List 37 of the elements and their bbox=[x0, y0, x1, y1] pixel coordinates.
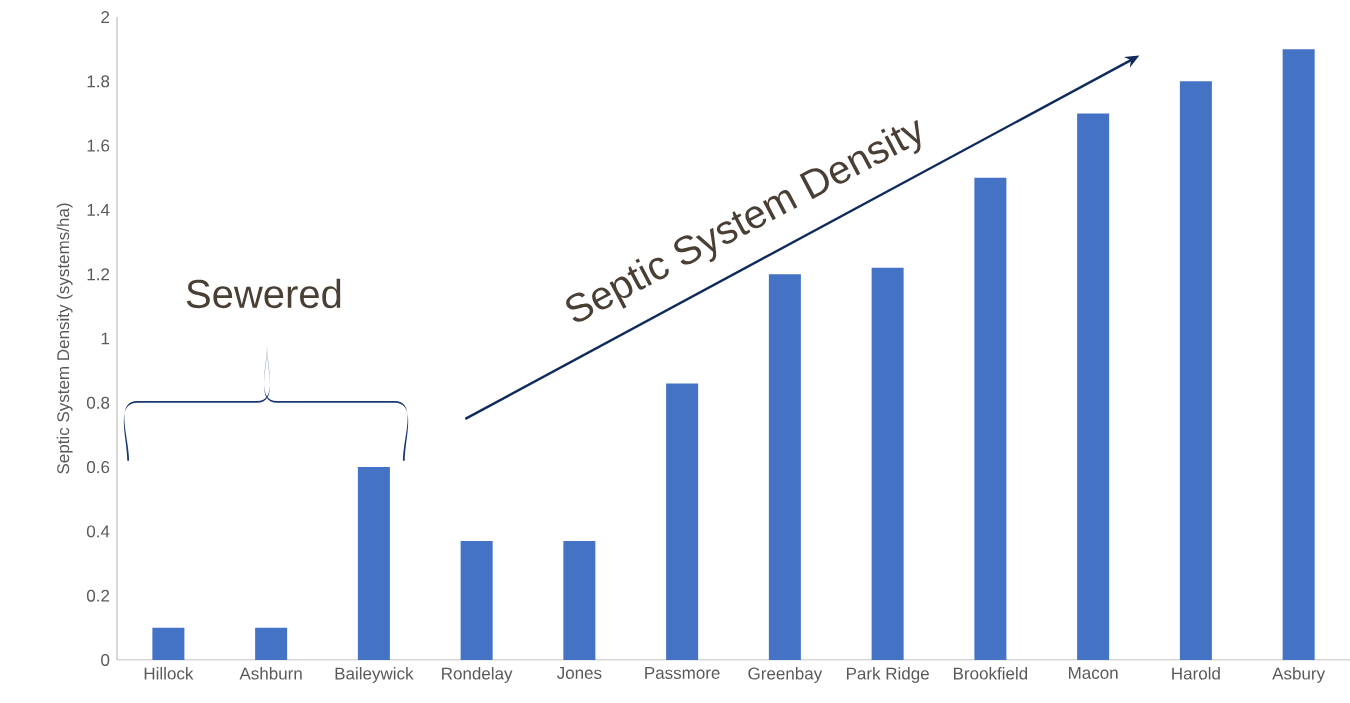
y-tick-label: 1.8 bbox=[87, 75, 110, 88]
y-tick-label: 0.8 bbox=[86, 396, 110, 409]
y-tick-label: 1 bbox=[101, 332, 110, 345]
y-tick-label: 1.4 bbox=[87, 204, 110, 216]
x-tick-label: Passmore bbox=[645, 667, 720, 679]
y-tick-label: 0.6 bbox=[86, 461, 110, 474]
bar bbox=[563, 541, 596, 660]
bar bbox=[768, 274, 801, 660]
x-tick-label: Rondelay bbox=[442, 667, 513, 683]
y-tick-label: 1.2 bbox=[87, 268, 110, 281]
bar bbox=[460, 541, 493, 660]
bar bbox=[1179, 81, 1212, 660]
x-tick-label: Baileywick bbox=[335, 667, 414, 683]
x-tick-label: Greenbay bbox=[748, 667, 823, 683]
x-tick-label: Brookfield bbox=[953, 667, 1028, 680]
bar bbox=[871, 267, 904, 660]
bar bbox=[255, 627, 288, 660]
x-tick-label: Jones bbox=[556, 667, 602, 679]
x-tick-label: Ashburn bbox=[239, 667, 302, 680]
x-tick-label: Park Ridge bbox=[846, 667, 929, 683]
y-tick-label: 1.6 bbox=[87, 139, 110, 152]
bar bbox=[1282, 49, 1315, 660]
x-tick-label: Asbury bbox=[1272, 667, 1326, 683]
bar bbox=[1077, 113, 1110, 660]
y-tick-label: 0.4 bbox=[86, 525, 110, 538]
x-tick-label: Macon bbox=[1069, 667, 1118, 679]
x-tick-label: Hillock bbox=[144, 667, 194, 680]
bar bbox=[152, 627, 185, 660]
y-tick-label: 0 bbox=[101, 653, 110, 667]
y-tick-label: 2 bbox=[101, 11, 110, 23]
y-axis-title: Septic System Density (systems/ha) bbox=[56, 203, 73, 474]
y-tick-label: 0.2 bbox=[86, 589, 110, 602]
bar bbox=[357, 467, 390, 660]
annotation: Sewered bbox=[186, 278, 341, 309]
bar bbox=[974, 177, 1007, 660]
x-tick-label: Harold bbox=[1172, 667, 1220, 680]
bar bbox=[666, 383, 699, 660]
